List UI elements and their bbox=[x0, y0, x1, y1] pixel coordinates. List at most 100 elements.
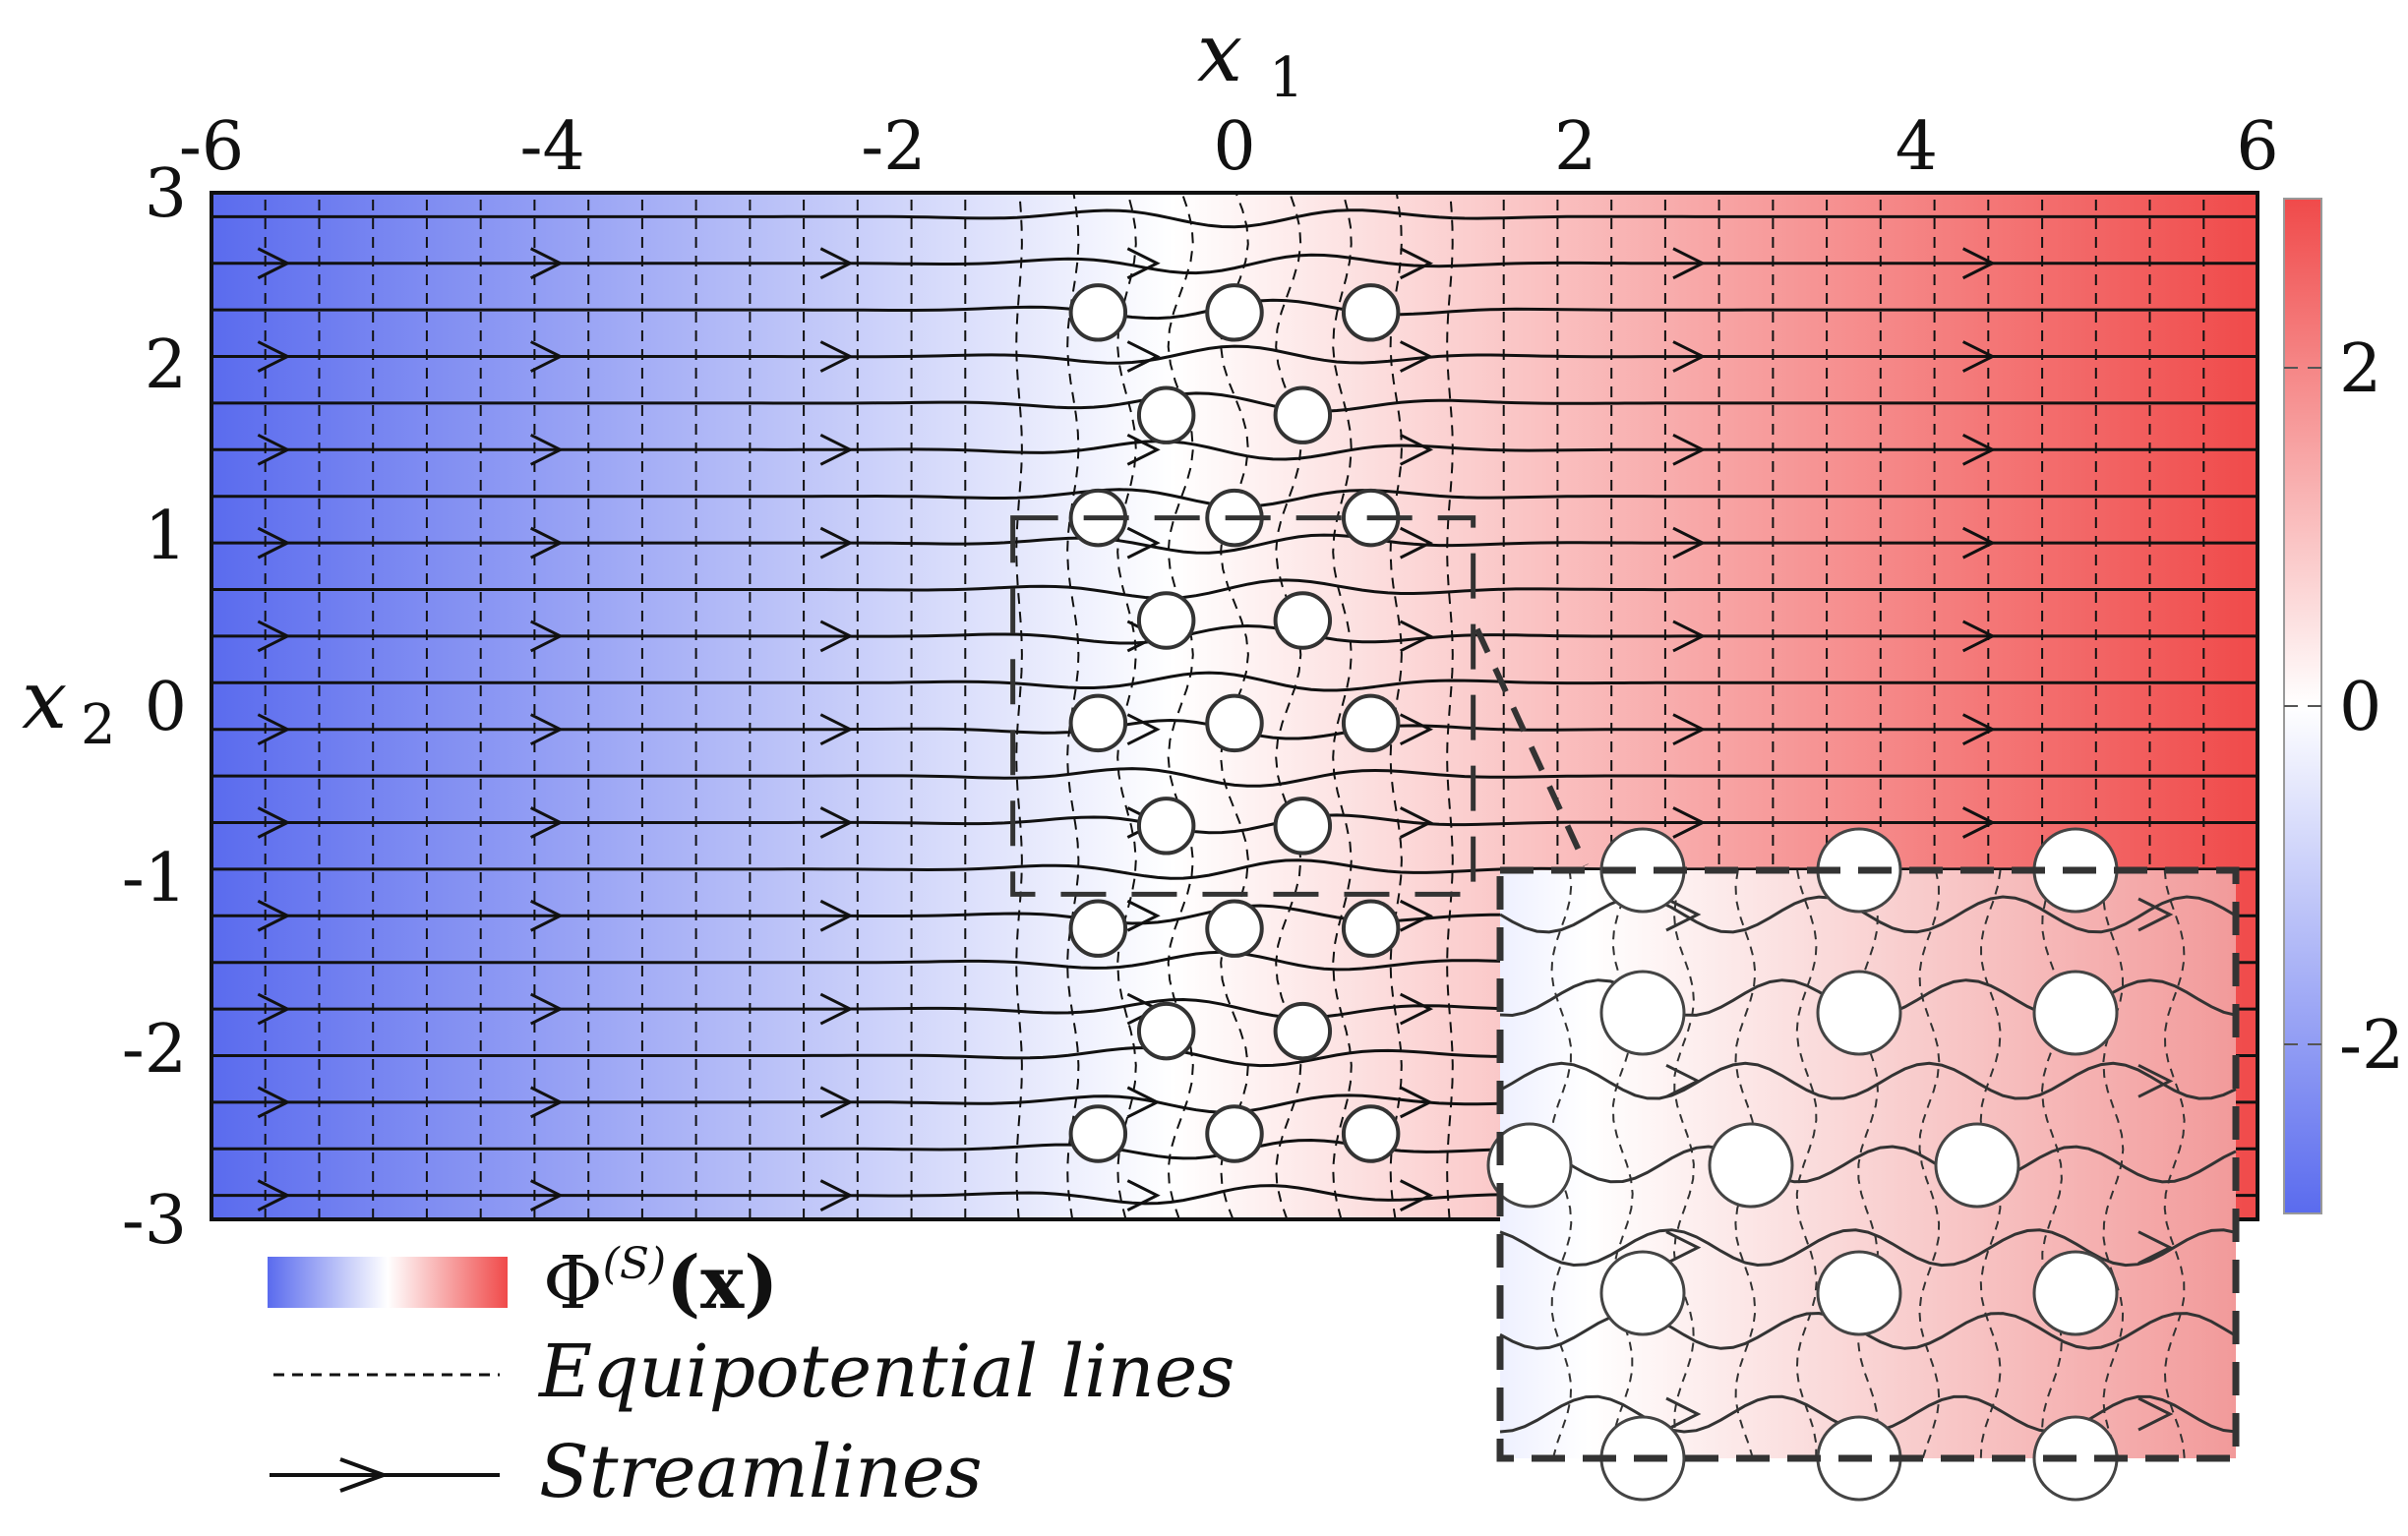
y-tick-label: 3 bbox=[145, 155, 187, 233]
inset-equipotential-line bbox=[1611, 869, 1634, 1459]
inclusion bbox=[1341, 1104, 1401, 1163]
colorbar-tick-label: 0 bbox=[2339, 669, 2381, 746]
colorbar-tick-label: 2 bbox=[2339, 330, 2381, 408]
plot-frame bbox=[210, 191, 2259, 1221]
streamline-arrow bbox=[257, 1179, 291, 1211]
legend-equipotential-label: Equipotential lines bbox=[537, 1329, 1234, 1414]
inset-streamline bbox=[1499, 1061, 2237, 1100]
inset-streamline-arrow bbox=[2137, 897, 2174, 932]
streamline-arrow bbox=[819, 526, 854, 560]
inset-frame bbox=[1496, 866, 2240, 1462]
streamline-arrow bbox=[1961, 806, 1997, 839]
inset-equipotential-line bbox=[1856, 869, 1879, 1459]
streamline-arrow bbox=[1399, 340, 1434, 373]
x-tick-label: -4 bbox=[520, 108, 585, 186]
zoom-pointer-line bbox=[1474, 627, 1589, 867]
equipotential-line bbox=[1220, 192, 1249, 1220]
equipotential-line bbox=[1167, 192, 1194, 1220]
equipotential-line bbox=[1015, 192, 1023, 1220]
legend-streamline-label: Streamlines bbox=[539, 1430, 983, 1514]
equipotential-line bbox=[1066, 192, 1080, 1220]
streamline-arrow bbox=[257, 713, 291, 746]
inset-equipotential-line bbox=[1672, 869, 1696, 1459]
streamline-arrow bbox=[1399, 620, 1434, 653]
equipotential-line bbox=[1389, 192, 1403, 1220]
y-tick-label: 0 bbox=[145, 669, 187, 746]
inclusion bbox=[1341, 899, 1401, 958]
streamline bbox=[211, 671, 2258, 692]
inset-inclusion bbox=[1486, 1122, 1573, 1209]
streamline-arrow bbox=[529, 433, 565, 466]
streamline bbox=[211, 208, 2258, 229]
inset-inclusion bbox=[1816, 970, 1902, 1056]
inset-streamline-arrow bbox=[1665, 1230, 1702, 1266]
streamline-arrow bbox=[257, 899, 291, 932]
legend-streamline-arrow bbox=[339, 1457, 390, 1493]
streamline-arrow bbox=[819, 620, 854, 653]
streamline-arrow bbox=[257, 620, 291, 653]
streamline-arrow bbox=[819, 340, 854, 373]
streamline-arrow bbox=[529, 620, 565, 653]
inset-streamline-arrow bbox=[1665, 1063, 1702, 1098]
y-axis-title: x bbox=[22, 654, 67, 747]
inclusion bbox=[1205, 283, 1264, 342]
streamline bbox=[211, 253, 2258, 275]
inclusion bbox=[1136, 1001, 1196, 1061]
streamline bbox=[211, 767, 2258, 788]
streamline-arrow bbox=[1126, 899, 1161, 932]
inset-streamline-arrow bbox=[2137, 1396, 2174, 1432]
y-tick-label: -2 bbox=[122, 1011, 187, 1089]
streamline-arrow bbox=[1399, 247, 1434, 280]
zoom-inset bbox=[1486, 827, 2240, 1502]
inclusion bbox=[1068, 693, 1128, 753]
y-axis-ticks: 3 2 1 0 -1 -2 -3 bbox=[122, 155, 187, 1260]
inclusions bbox=[1068, 283, 1401, 1163]
inset-inclusion bbox=[2032, 970, 2119, 1056]
inset-streamline-arrow bbox=[1665, 1396, 1702, 1432]
equipotential-line bbox=[1332, 192, 1353, 1220]
streamline-arrow bbox=[257, 340, 291, 373]
streamline-arrow bbox=[1672, 526, 1707, 560]
inset-field bbox=[1500, 870, 2236, 1458]
streamline-arrow bbox=[257, 1086, 291, 1119]
inclusion bbox=[1273, 385, 1333, 444]
streamline-arrow bbox=[529, 713, 565, 746]
inclusion bbox=[1205, 693, 1264, 753]
streamline bbox=[211, 623, 2258, 645]
inclusion bbox=[1273, 797, 1333, 856]
streamline bbox=[211, 533, 2258, 555]
streamline-arrow bbox=[1126, 247, 1161, 280]
streamline-arrow bbox=[257, 806, 291, 839]
streamline bbox=[211, 578, 2258, 600]
streamline-arrow bbox=[1399, 806, 1434, 839]
streamline-arrow bbox=[1961, 620, 1997, 653]
legend-colormap-swatch bbox=[268, 1257, 508, 1308]
streamline-arrow bbox=[1399, 1179, 1434, 1211]
legend: Φ(S)(x) Equipotential lines Streamlines bbox=[268, 1239, 1234, 1514]
x-tick-label: 6 bbox=[2236, 108, 2278, 186]
streamline-arrow bbox=[529, 526, 565, 560]
inset-inclusion bbox=[1708, 1122, 1794, 1209]
streamline-arrow bbox=[257, 526, 291, 560]
streamline-arrow bbox=[257, 992, 291, 1026]
streamline-arrow bbox=[257, 247, 291, 280]
inset-equipotential-line bbox=[1795, 869, 1818, 1459]
inset-streamline bbox=[1499, 1228, 2237, 1268]
streamline-arrow bbox=[1961, 247, 1997, 280]
streamline-arrow bbox=[1672, 433, 1707, 466]
streamline-arrow bbox=[1126, 433, 1161, 466]
inclusion bbox=[1273, 591, 1333, 650]
inclusion bbox=[1341, 693, 1401, 753]
streamline-arrow bbox=[1126, 340, 1161, 373]
inset-inclusion bbox=[1599, 970, 1686, 1056]
inclusion bbox=[1205, 899, 1264, 958]
inset-equipotential-lines bbox=[1550, 869, 2186, 1459]
inclusion bbox=[1341, 283, 1401, 342]
inclusion bbox=[1136, 385, 1196, 444]
x-axis-subscript: 1 bbox=[1269, 46, 1304, 110]
streamline-arrow bbox=[1399, 713, 1434, 746]
inclusion bbox=[1068, 283, 1128, 342]
streamline-arrow bbox=[819, 992, 854, 1026]
streamline-arrow bbox=[1399, 1086, 1434, 1119]
